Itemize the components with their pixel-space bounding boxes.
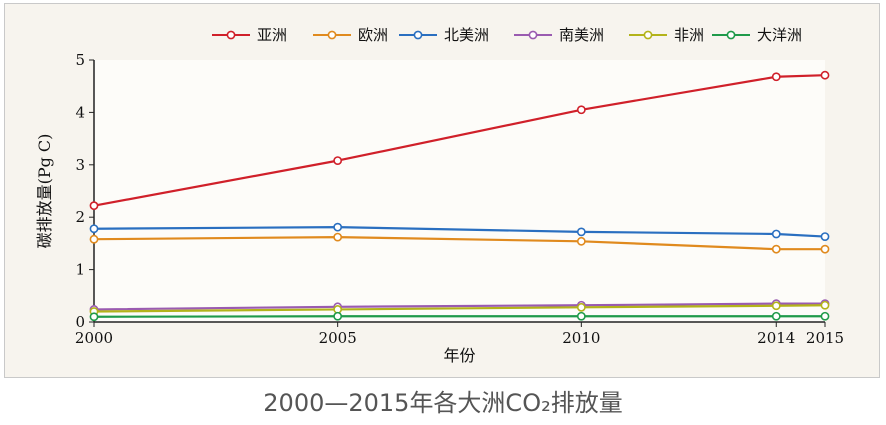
data-point <box>333 222 343 232</box>
legend-item: 南美洲 <box>514 26 604 44</box>
data-point <box>333 232 343 242</box>
y-tick-label: 1 <box>75 261 85 279</box>
figure-caption: 2000—2015年各大洲CO₂排放量 <box>263 389 623 417</box>
data-point <box>576 236 586 246</box>
data-point <box>771 72 781 82</box>
data-point <box>89 234 99 244</box>
data-point <box>333 156 343 166</box>
x-tick-label: 2015 <box>806 329 844 347</box>
y-tick-label: 0 <box>75 313 85 331</box>
legend-label: 北美洲 <box>444 26 489 44</box>
legend-label: 亚洲 <box>257 26 287 44</box>
legend-marker <box>643 30 653 40</box>
legend-label: 南美洲 <box>559 26 604 44</box>
data-point <box>820 300 830 310</box>
y-tick-label: 2 <box>75 208 85 226</box>
line-chart: 0 1 2 3 4 5 2000 2005 2010 2014 2015 亚洲 欧洲 北美洲 南美洲 非洲 大… <box>35 26 844 365</box>
data-point <box>576 311 586 321</box>
data-point <box>820 70 830 80</box>
x-axis-title: 年份 <box>443 346 475 365</box>
data-point <box>576 105 586 115</box>
plot-area <box>94 60 825 322</box>
x-tick-label: 2005 <box>319 329 357 347</box>
data-point <box>333 311 343 321</box>
data-point <box>771 244 781 254</box>
data-point <box>771 311 781 321</box>
series <box>89 70 830 211</box>
y-tick-label: 5 <box>75 51 85 69</box>
legend: 亚洲 欧洲 北美洲 南美洲 非洲 大洋洲 <box>212 26 802 44</box>
y-tick-label: 3 <box>75 156 85 174</box>
series <box>89 222 830 241</box>
data-point <box>771 301 781 311</box>
legend-marker <box>413 30 423 40</box>
legend-marker <box>327 30 337 40</box>
data-point <box>820 232 830 241</box>
legend-marker <box>528 30 538 40</box>
x-tick-label: 2000 <box>75 329 113 347</box>
axes: 0 1 2 3 4 5 2000 2005 2010 2014 2015 <box>75 51 844 347</box>
legend-item: 亚洲 <box>212 26 287 44</box>
legend-marker <box>226 30 236 40</box>
y-tick-label: 4 <box>75 103 85 121</box>
x-tick-label: 2010 <box>562 329 600 347</box>
series-layer <box>89 70 830 322</box>
data-point <box>576 227 586 237</box>
series-line <box>93 315 825 318</box>
legend-label: 大洋洲 <box>757 26 802 44</box>
legend-marker <box>726 30 736 40</box>
data-point <box>89 312 99 322</box>
data-point <box>89 224 99 234</box>
data-point <box>820 244 830 254</box>
data-point <box>820 311 830 321</box>
legend-label: 欧洲 <box>358 26 388 44</box>
legend-item: 欧洲 <box>313 26 388 44</box>
series <box>89 300 830 316</box>
legend-item: 北美洲 <box>399 26 489 44</box>
x-tick-label: 2014 <box>757 329 795 347</box>
data-point <box>89 201 99 211</box>
series <box>89 311 830 322</box>
data-point <box>771 229 781 239</box>
y-axis-title: 碳排放量(Pg C) <box>35 134 54 249</box>
data-point <box>576 302 586 312</box>
legend-item: 非洲 <box>629 26 704 44</box>
series <box>89 232 830 254</box>
legend-label: 非洲 <box>674 26 704 44</box>
legend-item: 大洋洲 <box>712 26 802 44</box>
